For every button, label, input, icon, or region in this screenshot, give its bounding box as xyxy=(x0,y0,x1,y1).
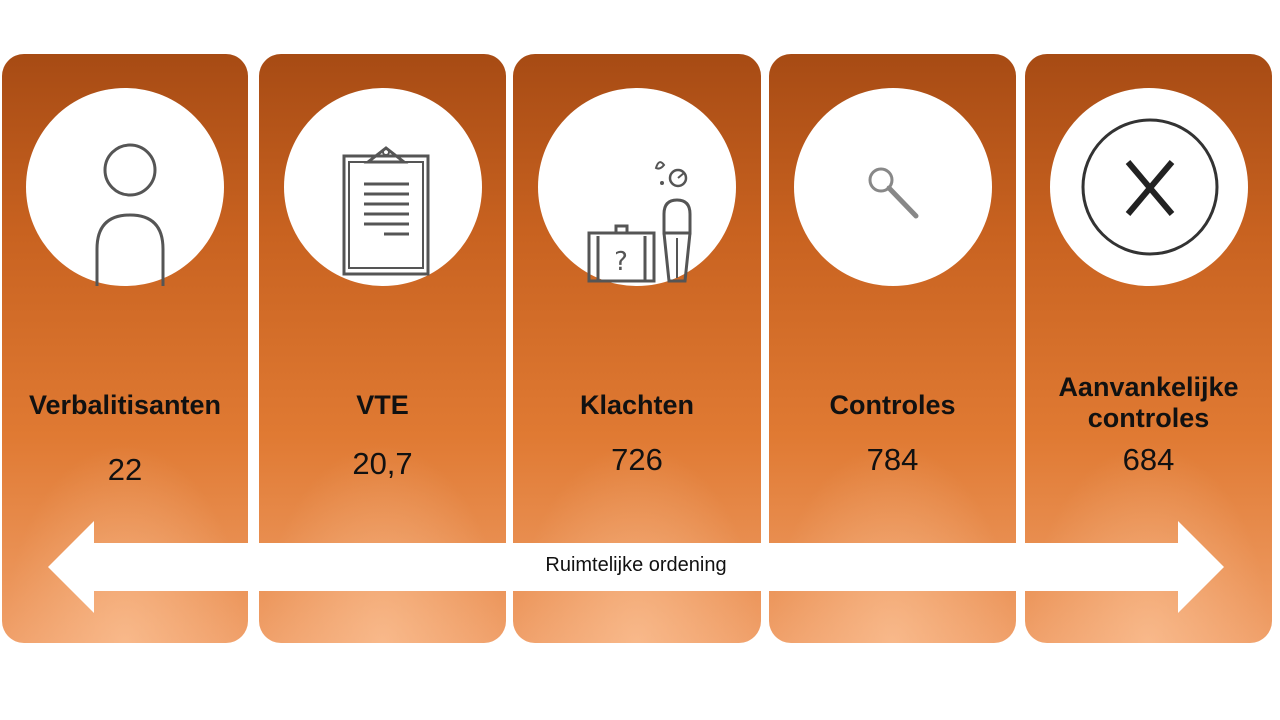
arrow-label: Ruimtelijke ordening xyxy=(545,554,727,576)
x-circle-icon xyxy=(1081,118,1218,256)
card-title: Controles xyxy=(829,390,956,420)
card-value: 726 xyxy=(611,442,663,477)
card-title: Verbalitisanten xyxy=(28,390,222,420)
ruimtelijke-ordening-arrow: Ruimtelijke ordening xyxy=(48,521,1224,613)
card-value: 684 xyxy=(1122,442,1175,477)
double-arrow-icon xyxy=(48,521,1224,613)
icon-circle xyxy=(26,88,224,286)
card-value: 784 xyxy=(866,442,919,477)
icon-circle xyxy=(1049,88,1248,286)
person-icon xyxy=(95,143,165,286)
icon-circle: ? xyxy=(538,88,736,286)
card-value: 20,7 xyxy=(352,446,413,481)
icon-circle xyxy=(283,88,482,286)
card-title: Aanvankelijke controles xyxy=(1058,372,1239,433)
card-title: Klachten xyxy=(579,390,695,420)
card-value: 22 xyxy=(107,452,143,487)
magnifier-icon xyxy=(868,167,918,219)
svg-text:?: ? xyxy=(614,247,628,277)
clipboard-icon xyxy=(342,146,429,276)
card-title: VTE xyxy=(356,390,409,420)
complaint-person-suitcase-icon: ? xyxy=(587,161,692,283)
icon-circle xyxy=(793,88,992,286)
